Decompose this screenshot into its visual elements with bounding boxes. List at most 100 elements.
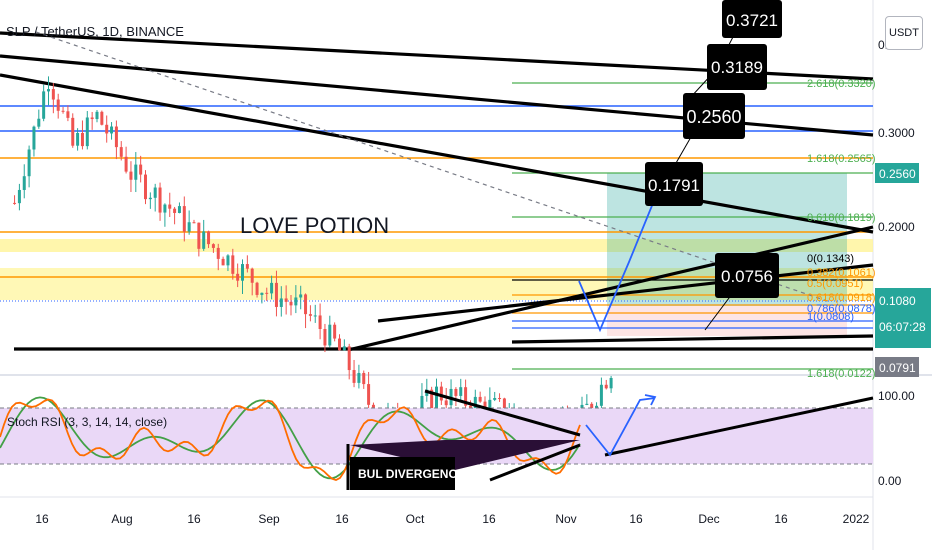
time-label: 16 — [774, 512, 788, 526]
candle-body — [177, 206, 181, 213]
candle-body — [168, 204, 172, 209]
stoch-rsi-title: Stoch RSI (3, 3, 14, 14, close) — [7, 415, 168, 429]
candle-body — [100, 111, 104, 125]
candle-body — [304, 294, 308, 315]
candle-body — [148, 197, 152, 200]
candle-body — [274, 282, 278, 307]
candle-body — [313, 315, 317, 317]
rsi-axis-100: 100.00 — [878, 389, 915, 403]
candle-body — [207, 231, 211, 245]
fib-label: 1.618(0.0122) — [807, 368, 876, 380]
time-label: Nov — [555, 512, 576, 526]
time-label: 16 — [629, 512, 643, 526]
time-label: Sep — [258, 512, 280, 526]
candle-body — [182, 206, 186, 232]
candle-body — [420, 395, 424, 412]
candle-body — [318, 315, 322, 329]
candle-body — [308, 314, 312, 316]
candle-body — [270, 282, 274, 294]
candle-body — [231, 255, 235, 274]
candle-body — [459, 387, 463, 396]
bull-divergence-box — [350, 457, 455, 490]
candle-body — [241, 264, 244, 281]
time-label: 16 — [35, 512, 49, 526]
candle-body — [498, 398, 502, 400]
candle-body — [352, 370, 356, 383]
candle-body — [37, 118, 41, 127]
price-label-0: 0.3000 — [878, 126, 915, 140]
candle-body — [47, 89, 50, 92]
candle-body — [124, 156, 128, 172]
candle-body — [173, 208, 177, 213]
svg-text:0.0791: 0.0791 — [879, 361, 916, 375]
candle-body — [284, 298, 288, 302]
candle-body — [42, 91, 46, 119]
candle-body — [187, 222, 191, 232]
candle-body — [61, 110, 65, 112]
candle-body — [129, 171, 133, 180]
candle-body — [80, 132, 84, 147]
candle-body — [439, 386, 443, 401]
candle-body — [328, 324, 332, 346]
fib-label: 2.618(0.3320) — [807, 78, 876, 90]
candle-body — [338, 338, 341, 351]
candle-body — [333, 324, 337, 339]
time-label: 16 — [482, 512, 496, 526]
candle-body — [144, 174, 147, 200]
rsi-axis-0: 0.00 — [878, 474, 902, 488]
candle-body — [595, 405, 599, 409]
candle-body — [13, 202, 17, 204]
candle-body — [56, 99, 60, 111]
fib-label: 0.618(0.1819) — [807, 212, 876, 224]
candle-body — [260, 292, 264, 295]
time-axis: 16 Aug 16 Sep 16 Oct 16 Nov 16 Dec 16 2022 — [35, 512, 869, 526]
candle-body — [192, 222, 196, 224]
candle-body — [76, 132, 80, 146]
candle-body — [430, 389, 434, 410]
dashed-downtrend — [35, 31, 831, 303]
price-tag-0791: 0.0791 — [875, 357, 919, 377]
currency-button[interactable]: USDT — [885, 16, 923, 50]
svg-text:0.0756: 0.0756 — [721, 267, 773, 286]
candle-body — [245, 264, 249, 269]
candle-body — [105, 124, 109, 134]
divergence-wedge — [350, 440, 580, 470]
projection-line — [578, 185, 661, 333]
candle-body — [279, 298, 283, 307]
time-label: Oct — [406, 512, 425, 526]
candle-body — [299, 294, 303, 298]
fib-label: 0.382(0.1061) — [807, 267, 876, 279]
time-label: Aug — [111, 512, 132, 526]
candle-body — [17, 189, 21, 204]
candle-body — [342, 346, 346, 351]
time-label: 16 — [187, 512, 201, 526]
candle-body — [590, 403, 594, 409]
candle-body — [71, 117, 75, 146]
candle-body — [85, 117, 89, 147]
candle-body — [265, 292, 269, 294]
fib-label: 0.786(0.0878) — [807, 303, 876, 315]
candle-body — [216, 247, 220, 259]
candle-body — [599, 384, 603, 406]
candle-body — [493, 398, 497, 400]
candle-body — [367, 384, 371, 405]
svg-text:0.2560: 0.2560 — [879, 167, 916, 181]
candle-body — [139, 164, 143, 175]
candle-body — [27, 149, 31, 177]
price-label-1: 0.2000 — [878, 220, 915, 234]
svg-text:0.1791: 0.1791 — [648, 176, 700, 195]
candle-body — [51, 89, 55, 100]
bull-divergence-label: BUL DIVERGENCE — [358, 467, 465, 481]
candle-body — [250, 268, 254, 283]
fib-label: 1(0.0808) — [807, 311, 854, 323]
candle-body — [435, 386, 438, 410]
svg-text:0.2560: 0.2560 — [686, 107, 741, 127]
candle-body — [347, 346, 351, 371]
candle-body — [32, 126, 36, 150]
rsi-drawings — [424, 389, 874, 457]
candle-body — [464, 387, 468, 406]
time-label: Dec — [698, 512, 719, 526]
candle-body — [90, 117, 94, 120]
candle-body — [134, 164, 138, 180]
target-box-4: 0.0756 — [704, 253, 779, 331]
